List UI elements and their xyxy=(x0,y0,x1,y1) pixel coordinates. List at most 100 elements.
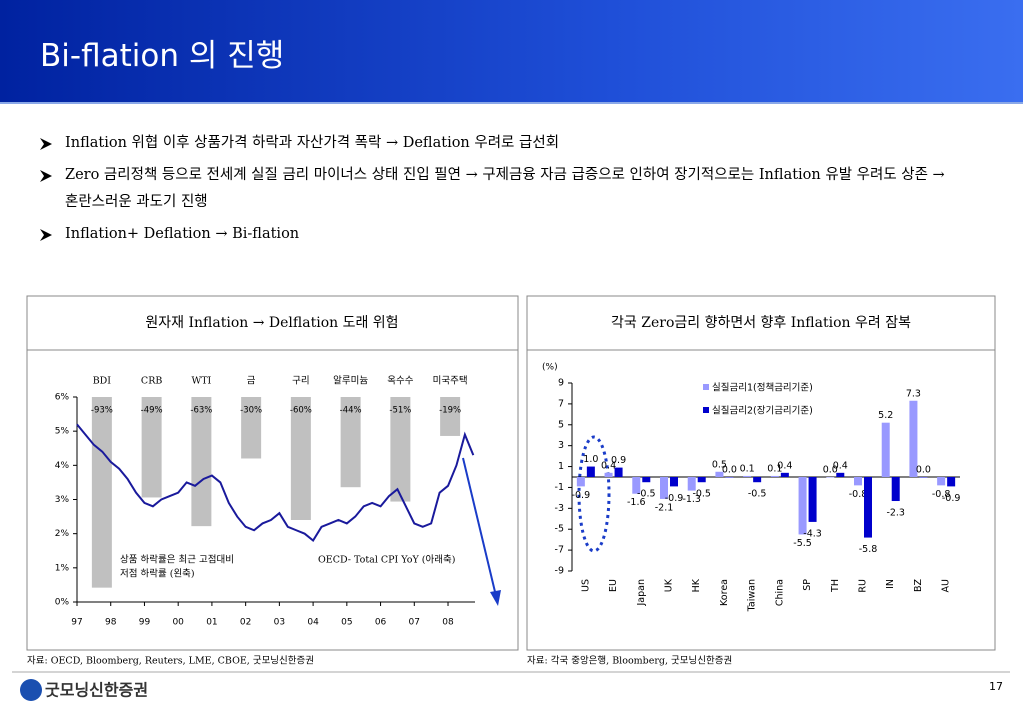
x-tick-label: RU xyxy=(858,579,869,593)
bar xyxy=(586,466,595,477)
x-tick-label: 08 xyxy=(442,618,454,628)
value-label: -2.3 xyxy=(886,508,905,519)
value-label: 0.9 xyxy=(611,455,626,466)
bar xyxy=(687,477,696,491)
value-label: -0.5 xyxy=(692,489,711,500)
bar xyxy=(604,472,613,477)
logo: 굿모닝신한증권 xyxy=(45,681,148,700)
value-label: -0.8 xyxy=(849,489,868,500)
annotation: OECD- Total CPI YoY (아래축) xyxy=(318,555,455,566)
y-tick-label: 1% xyxy=(55,563,70,573)
bar xyxy=(660,477,668,499)
bullet-icon xyxy=(40,138,52,150)
bar xyxy=(909,400,918,477)
y-tick-label: 3% xyxy=(55,495,70,505)
y-tick-label: 2% xyxy=(55,529,70,539)
bar xyxy=(440,397,461,436)
x-tick-label: 99 xyxy=(139,618,151,628)
bar xyxy=(191,397,212,527)
value-label: 1.0 xyxy=(583,454,598,465)
x-tick-label: 00 xyxy=(172,618,184,628)
category-label: WTI xyxy=(191,376,211,387)
category-label: 미국주택 xyxy=(433,376,468,387)
bar xyxy=(864,477,872,538)
value-label: 0.4 xyxy=(777,460,792,471)
value-label: -51% xyxy=(389,406,411,416)
value-label: -49% xyxy=(141,406,163,416)
bar xyxy=(697,477,706,483)
category-label: 금 xyxy=(247,376,256,387)
bullet: Inflation 위협 이후 상품가격 하락과 자산가격 폭락 → Defla… xyxy=(40,130,960,157)
x-tick-label: Japan xyxy=(636,579,647,607)
y-tick-label: 0% xyxy=(55,598,70,608)
chart-frame xyxy=(26,295,519,651)
bar xyxy=(743,475,752,477)
value-label: 0.0 xyxy=(722,465,737,476)
header: Bi-flation 의 진행 xyxy=(0,0,1023,104)
x-tick-label: China xyxy=(774,579,785,606)
value-label: 0.1 xyxy=(740,463,755,474)
bar xyxy=(947,477,956,487)
x-tick-label: SP xyxy=(802,579,813,591)
y-tick-label: 9 xyxy=(558,378,564,389)
value-label: 0.1 xyxy=(767,463,782,474)
value-label: -60% xyxy=(290,406,312,416)
bar xyxy=(725,477,734,478)
bullet: Inflation+ Deflation → Bi-flation xyxy=(40,221,960,248)
bar xyxy=(826,477,835,478)
bar xyxy=(91,397,112,588)
value-label: -5.8 xyxy=(859,544,878,555)
x-tick-label: 02 xyxy=(240,618,251,628)
y-tick-label: -1 xyxy=(555,482,564,493)
y-tick-label: -7 xyxy=(555,545,564,556)
value-label: -93% xyxy=(91,406,113,416)
x-tick-label: 04 xyxy=(307,618,319,628)
x-tick-label: EU xyxy=(608,579,619,592)
y-tick-label: 3 xyxy=(558,440,564,451)
y-tick-label: -3 xyxy=(555,503,564,514)
category-label: CRB xyxy=(141,376,162,387)
bar xyxy=(632,477,641,494)
x-tick-label: 01 xyxy=(206,618,217,628)
x-tick-label: HK xyxy=(691,578,702,592)
value-label: 5.2 xyxy=(878,410,893,421)
x-tick-label: 07 xyxy=(409,618,420,628)
logo-icon xyxy=(20,679,42,701)
x-tick-label: BZ xyxy=(913,579,924,593)
bar xyxy=(854,477,862,486)
legend-swatch xyxy=(703,407,709,413)
legend-label: 실질금리1(정책금리기준) xyxy=(712,382,813,394)
x-tick-label: Taiwan xyxy=(747,579,758,612)
value-label: -0.8 xyxy=(932,489,951,500)
bar xyxy=(290,397,311,520)
highlight xyxy=(577,435,611,553)
value-label: -0.9 xyxy=(572,490,591,501)
value-label: -5.5 xyxy=(793,538,812,549)
category-label: 알루미늄 xyxy=(333,376,368,387)
x-tick-label: US xyxy=(580,579,591,592)
bullet-icon xyxy=(40,229,52,241)
category-label: BDI xyxy=(93,376,112,387)
value-label: -63% xyxy=(190,406,212,416)
annotation: 저점 하락률 (왼축) xyxy=(120,568,195,580)
x-tick-label: Korea xyxy=(719,579,730,606)
y-tick-label: 4% xyxy=(55,461,70,471)
title: Bi-flation 의 진행 xyxy=(40,38,285,74)
bar xyxy=(715,471,724,477)
bullet-text: Zero 금리정책 등으로 전세계 실질 금리 마이너스 상태 진입 필연 → … xyxy=(65,167,945,210)
y-tick-label: 6% xyxy=(55,393,70,403)
bar xyxy=(141,397,162,498)
bullet-text: Inflation+ Deflation → Bi-flation xyxy=(65,226,300,242)
source: 자료: 각국 중앙은행, Bloomberg, 굿모닝신한증권 xyxy=(527,655,732,667)
arrow xyxy=(462,457,497,597)
bar xyxy=(670,477,678,487)
bullet: Zero 금리정책 등으로 전세계 실질 금리 마이너스 상태 진입 필연 → … xyxy=(40,162,960,216)
axis-label: (%) xyxy=(542,363,558,373)
bar xyxy=(881,422,890,477)
value-label: 0.5 xyxy=(712,459,727,470)
value-label: -30% xyxy=(240,406,262,416)
bar xyxy=(390,397,411,502)
value-label: -4.3 xyxy=(803,528,822,539)
